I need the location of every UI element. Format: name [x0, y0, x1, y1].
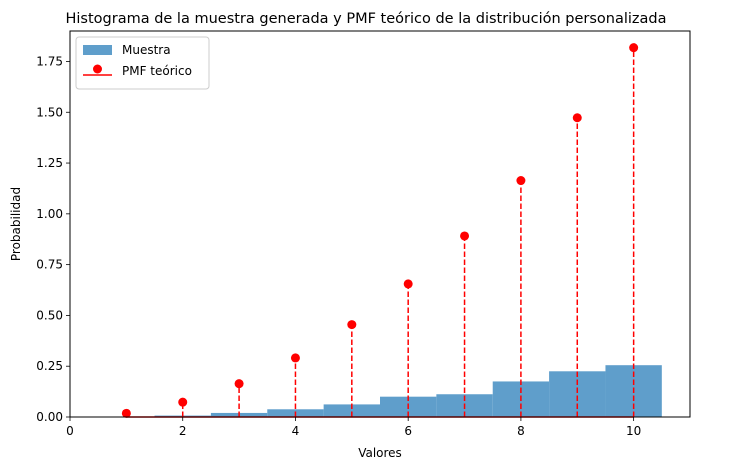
y-tick-label: 0.00: [36, 410, 63, 424]
x-axis-label: Valores: [358, 446, 402, 460]
legend-label-muestra: Muestra: [122, 43, 171, 57]
pmf-marker-3: [234, 379, 244, 389]
x-tick-label: 0: [66, 424, 74, 438]
y-axis-ticks: 0.00 0.25 0.50 0.75 1.00 1.25 1.50 1.75: [36, 54, 70, 424]
pmf-marker-2: [178, 397, 188, 407]
x-tick-label: 6: [404, 424, 412, 438]
pmf-marker-5: [347, 320, 357, 330]
legend-swatch-pmf-marker: [93, 64, 102, 74]
y-tick-label: 1.75: [36, 54, 63, 68]
histogram-bar-5: [323, 404, 380, 417]
y-tick-label: 0.25: [36, 359, 63, 373]
pmf-marker-9: [572, 113, 582, 123]
legend: Muestra PMF teórico: [75, 36, 210, 90]
y-tick-label: 1.25: [36, 156, 63, 170]
x-axis-ticks: 0 2 4 6 8 10: [66, 417, 641, 438]
pmf-marker-10: [629, 43, 639, 53]
plot-frame: [69, 30, 691, 418]
legend-swatch-muestra: [83, 45, 112, 55]
pmf-marker-4: [290, 353, 300, 363]
x-tick-label: 10: [626, 424, 641, 438]
x-tick-label: 2: [179, 424, 187, 438]
y-tick-label: 0.50: [36, 308, 63, 322]
x-tick-label: 8: [517, 424, 525, 438]
y-axis-label: Probabilidad: [9, 187, 23, 261]
y-tick-label: 1.00: [36, 207, 63, 221]
histogram-bar-9: [549, 371, 606, 417]
pmf-marker-8: [516, 176, 526, 186]
legend-label-pmf: PMF teórico: [122, 64, 192, 78]
y-tick-label: 0.75: [36, 258, 63, 272]
pmf-marker-7: [460, 231, 470, 241]
pmf-stems: [121, 43, 639, 418]
pmf-marker-6: [403, 279, 413, 289]
chart-title: Histograma de la muestra generada y PMF …: [65, 11, 666, 27]
y-tick-label: 1.50: [36, 105, 63, 119]
x-tick-label: 4: [292, 424, 300, 438]
pmf-marker-1: [121, 408, 131, 418]
